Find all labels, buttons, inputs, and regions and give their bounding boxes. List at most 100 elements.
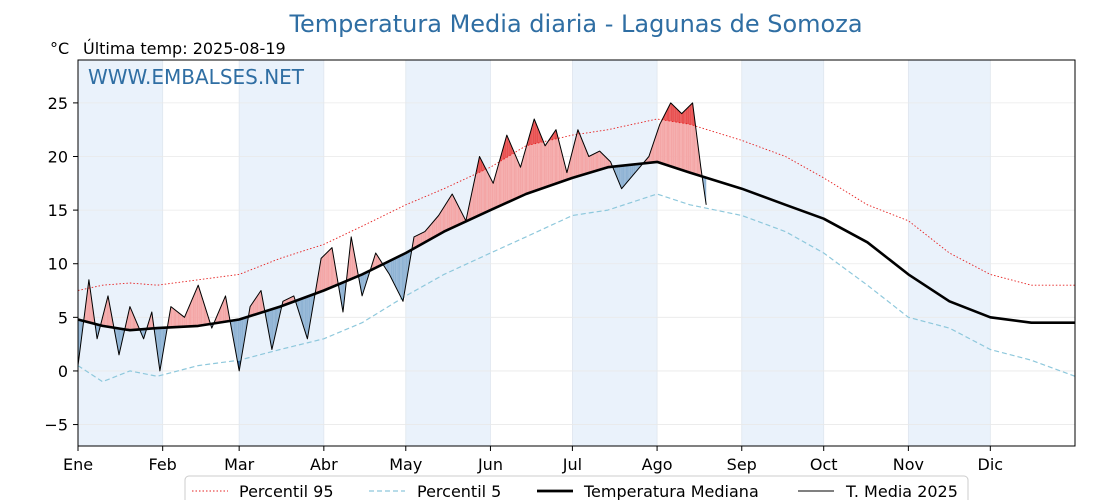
fill-below-median bbox=[340, 283, 342, 304]
fill-above-median bbox=[681, 112, 684, 171]
fill-above-median bbox=[185, 310, 188, 327]
month-band bbox=[741, 60, 824, 446]
fill-above-median bbox=[180, 314, 182, 327]
fill-above-median bbox=[413, 236, 416, 249]
fill-above-median bbox=[221, 302, 223, 323]
fill-above-median bbox=[663, 113, 666, 165]
fill-above-median bbox=[655, 132, 658, 163]
fill-above-p95 bbox=[535, 122, 537, 144]
fill-above-median bbox=[476, 162, 479, 217]
fill-above-median bbox=[546, 141, 548, 187]
fill-above-median bbox=[573, 140, 576, 178]
fill-above-p95 bbox=[534, 118, 536, 144]
fill-above-median bbox=[683, 110, 685, 171]
fill-above-median bbox=[513, 151, 516, 200]
fill-above-median bbox=[199, 289, 201, 326]
fill-below-median bbox=[269, 309, 271, 343]
fill-above-median bbox=[149, 316, 151, 329]
fill-above-median bbox=[558, 140, 561, 183]
fill-above-median bbox=[524, 147, 526, 195]
fill-above-median bbox=[325, 253, 327, 290]
fill-above-median bbox=[520, 162, 522, 197]
y-axis: −5 0 5 10 15 20 25 bbox=[44, 94, 78, 435]
line-temperatura-mediana bbox=[78, 160, 1075, 332]
fill-above-median bbox=[426, 228, 428, 242]
y-tick-label: 5 bbox=[58, 308, 68, 327]
fill-above-median bbox=[538, 129, 540, 190]
fill-below-median bbox=[390, 259, 393, 280]
fill-below-median bbox=[632, 164, 634, 176]
fill-above-median bbox=[539, 132, 541, 190]
fill-above-median bbox=[86, 290, 88, 322]
fill-above-median bbox=[483, 164, 485, 214]
fill-above-median bbox=[598, 151, 600, 171]
line-percentil-5 bbox=[78, 193, 1075, 383]
fill-above-p95 bbox=[683, 110, 685, 124]
fill-above-median bbox=[351, 236, 353, 280]
fill-above-median bbox=[220, 305, 222, 323]
fill-above-median bbox=[606, 157, 608, 168]
fill-above-median bbox=[603, 155, 606, 169]
fill-above-median bbox=[509, 141, 511, 202]
fill-above-median bbox=[255, 296, 257, 315]
fill-below-median bbox=[300, 298, 302, 322]
fill-above-median bbox=[512, 147, 514, 201]
fill-below-median bbox=[620, 165, 622, 189]
month-bands bbox=[78, 60, 991, 446]
fill-above-p95 bbox=[536, 125, 539, 144]
fill-above-median bbox=[261, 290, 263, 313]
fill-above-median bbox=[502, 144, 505, 205]
fill-above-median bbox=[423, 231, 425, 244]
fill-above-median bbox=[527, 138, 529, 194]
fill-above-median bbox=[329, 248, 331, 289]
fill-above-median bbox=[202, 298, 204, 326]
fill-above-median bbox=[484, 167, 487, 213]
fill-above-median bbox=[172, 307, 174, 328]
fill-above-median bbox=[519, 164, 521, 198]
fill-below-median bbox=[304, 297, 307, 335]
fill-above-median bbox=[373, 257, 375, 270]
fill-above-median bbox=[489, 175, 491, 211]
fill-above-median bbox=[540, 135, 543, 189]
fill-above-median bbox=[590, 155, 592, 173]
fill-above-median bbox=[224, 295, 226, 322]
fill-below-median bbox=[235, 319, 237, 356]
month-band bbox=[572, 60, 658, 446]
fill-below-median bbox=[631, 164, 633, 178]
fill-below-median bbox=[306, 296, 308, 339]
fill-below-median bbox=[366, 271, 368, 284]
fill-above-median bbox=[251, 302, 253, 316]
fill-below-median bbox=[342, 281, 345, 312]
fill-above-median bbox=[418, 234, 420, 247]
fill-above-median bbox=[487, 172, 490, 212]
fill-above-median bbox=[658, 124, 660, 163]
fill-above-median bbox=[222, 299, 225, 323]
fill-above-median bbox=[258, 292, 260, 314]
fill-above-median bbox=[657, 128, 659, 163]
fill-above-p95 bbox=[691, 102, 693, 126]
fill-above-median bbox=[684, 109, 686, 172]
fill-above-median bbox=[523, 152, 525, 196]
fill-above-median bbox=[456, 202, 458, 226]
fill-above-median bbox=[572, 145, 574, 178]
fill-above-median bbox=[579, 133, 581, 176]
fill-above-median bbox=[334, 263, 337, 286]
fill-above-median bbox=[561, 151, 563, 182]
fill-above-median bbox=[191, 298, 193, 327]
fill-below-median bbox=[244, 317, 246, 339]
fill-above-median bbox=[588, 155, 591, 173]
fill-above-median bbox=[472, 182, 475, 219]
fill-above-p95 bbox=[676, 108, 678, 123]
fill-above-median bbox=[482, 161, 484, 214]
fill-below-median bbox=[307, 296, 309, 339]
fill-above-median bbox=[601, 152, 603, 170]
fill-above-median bbox=[665, 110, 667, 165]
month-band bbox=[239, 60, 324, 446]
fill-above-median bbox=[576, 129, 578, 177]
fill-above-median bbox=[584, 146, 587, 175]
fill-below-median bbox=[97, 324, 99, 339]
fill-above-median bbox=[525, 143, 528, 195]
fill-above-p95 bbox=[681, 112, 684, 124]
fill-above-median bbox=[322, 255, 324, 292]
fill-above-median bbox=[662, 116, 664, 165]
